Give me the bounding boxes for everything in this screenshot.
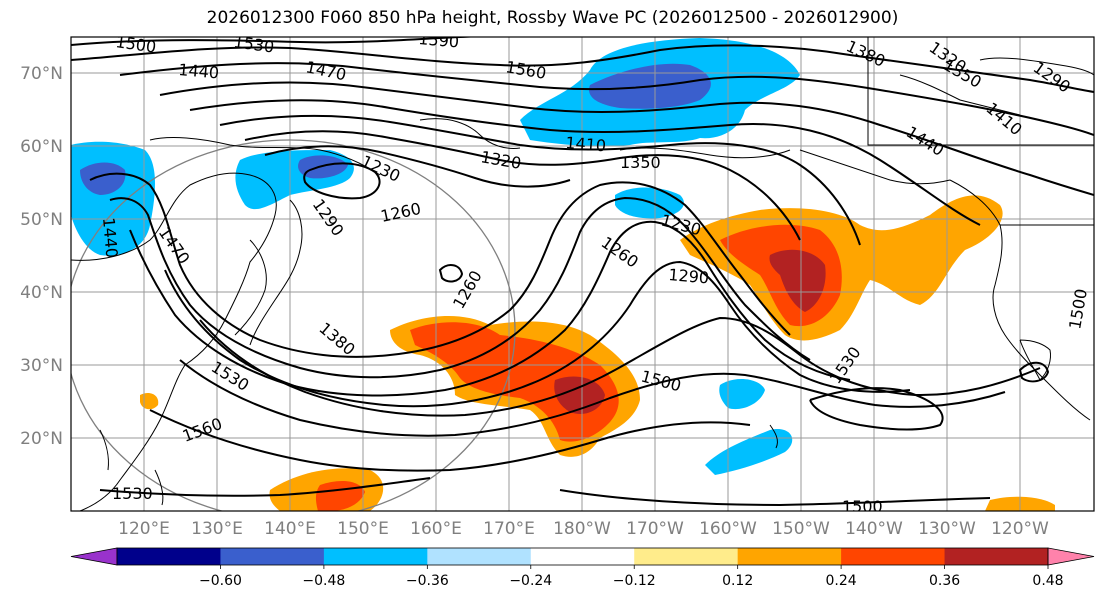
colorbar-tick-label: −0.36 [406,573,449,589]
contour-label: 1350 [620,153,661,172]
map-title: 2026012300 F060 850 hPa height, Rossby W… [206,8,899,28]
positive-anomaly-sw [140,393,159,410]
lat-label: 30°N [20,356,63,376]
colorbar-extend-low [70,547,118,566]
lat-label: 40°N [20,283,63,303]
negative-anomaly-subtropic [719,378,765,410]
colorbar-tick-label: −0.60 [199,573,242,589]
lon-label: 160°E [410,519,462,539]
colorbar-segment [530,548,635,565]
height-contours [71,37,1094,507]
lat-label: 20°N [20,429,63,449]
contour-label: 1500 [114,32,157,56]
negative-anomaly-nw-core [80,162,126,195]
contour-label: 1500 [842,497,883,516]
lon-label: 170°W [626,519,684,539]
colorbar-tick-label: −0.12 [613,573,656,589]
lat-label: 70°N [20,64,63,84]
colorbar-segment [737,548,842,565]
colorbar-tick-label: 0.48 [1032,573,1063,589]
contour-label: 1290 [668,265,710,287]
rossby-wave-pc-shading [71,38,1055,511]
contour-label: 1440 [178,60,220,82]
contour-label: 1590 [418,29,460,51]
latitude-labels: 70°N 60°N 50°N 40°N 30°N 20°N [20,64,63,449]
colorbar-outline [116,547,1049,566]
longitude-labels: 120°E 130°E 140°E 150°E 160°E 170°E 180°… [118,519,1049,539]
colorbar: −0.60 −0.48 −0.36 −0.24 −0.12 0.12 0.24 0.36 0.4… [70,547,1095,589]
lon-label: 140°E [264,519,316,539]
lon-label: 170°E [483,519,535,539]
lon-label: 130°E [191,519,243,539]
negative-anomaly-kamchatka-core [298,155,348,179]
colorbar-tick-label: 0.36 [929,573,960,589]
lon-label: 120°W [991,519,1049,539]
reference-circle [71,139,516,511]
positive-anomaly-gulf-alaska-core [769,249,826,312]
lat-label: 50°N [20,210,63,230]
negative-anomaly-hawaii [705,429,793,475]
colorbar-tick-label: −0.48 [302,573,345,589]
colorbar-tick-label: 0.12 [722,573,753,589]
colorbar-segment [220,548,325,565]
colorbar-extend-high [1047,547,1095,566]
map-border [70,36,1095,512]
colorbar-tick-label: −0.24 [509,573,552,589]
lon-label: 150°E [337,519,389,539]
contour-label: 1410 [565,133,607,155]
graticule [71,37,1094,511]
colorbar-segment [841,548,946,565]
contour-label: 1530 [112,484,153,503]
lon-label: 130°W [918,519,976,539]
lon-label: 180°W [553,519,611,539]
positive-anomaly-subtropical-red [410,322,619,442]
lat-label: 60°N [20,137,63,157]
lon-label: 140°W [845,519,903,539]
colorbar-segment [944,548,1049,565]
lon-label: 150°W [772,519,830,539]
colorbar-segment [634,548,739,565]
colorbar-segment [323,548,428,565]
contour-label: 1530 [232,32,275,56]
colorbar-segment [117,548,221,565]
colorbar-tick-label: 0.24 [826,573,857,589]
lon-label: 160°W [699,519,757,539]
contour-label: 1440 [99,217,121,259]
coastlines [71,37,1094,511]
colorbar-segment [427,548,532,565]
lon-label: 120°E [118,519,170,539]
